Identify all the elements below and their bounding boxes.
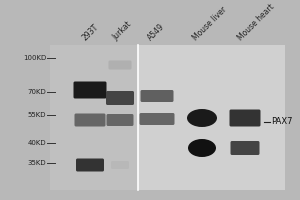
Text: Jurkat: Jurkat	[111, 20, 133, 42]
FancyBboxPatch shape	[76, 158, 104, 171]
Bar	[50, 45, 138, 190]
Bar	[138, 45, 285, 190]
FancyBboxPatch shape	[230, 141, 260, 155]
FancyBboxPatch shape	[109, 60, 131, 70]
FancyBboxPatch shape	[111, 161, 129, 169]
Text: 40KD: 40KD	[27, 140, 46, 146]
FancyBboxPatch shape	[74, 114, 106, 127]
Text: 35KD: 35KD	[27, 160, 46, 166]
FancyBboxPatch shape	[140, 90, 173, 102]
FancyBboxPatch shape	[106, 114, 134, 126]
Text: Mouse liver: Mouse liver	[190, 5, 228, 42]
Ellipse shape	[188, 139, 216, 157]
Ellipse shape	[187, 109, 217, 127]
Text: 293T: 293T	[81, 22, 100, 42]
FancyBboxPatch shape	[140, 113, 175, 125]
FancyBboxPatch shape	[230, 110, 260, 127]
Text: 100KD: 100KD	[23, 55, 46, 61]
Text: 55KD: 55KD	[28, 112, 46, 118]
Text: A549: A549	[146, 22, 166, 42]
Text: 70KD: 70KD	[27, 89, 46, 95]
Text: PAX7: PAX7	[271, 117, 292, 127]
FancyBboxPatch shape	[106, 91, 134, 105]
Text: Mouse heart: Mouse heart	[236, 2, 276, 42]
FancyBboxPatch shape	[74, 82, 106, 98]
